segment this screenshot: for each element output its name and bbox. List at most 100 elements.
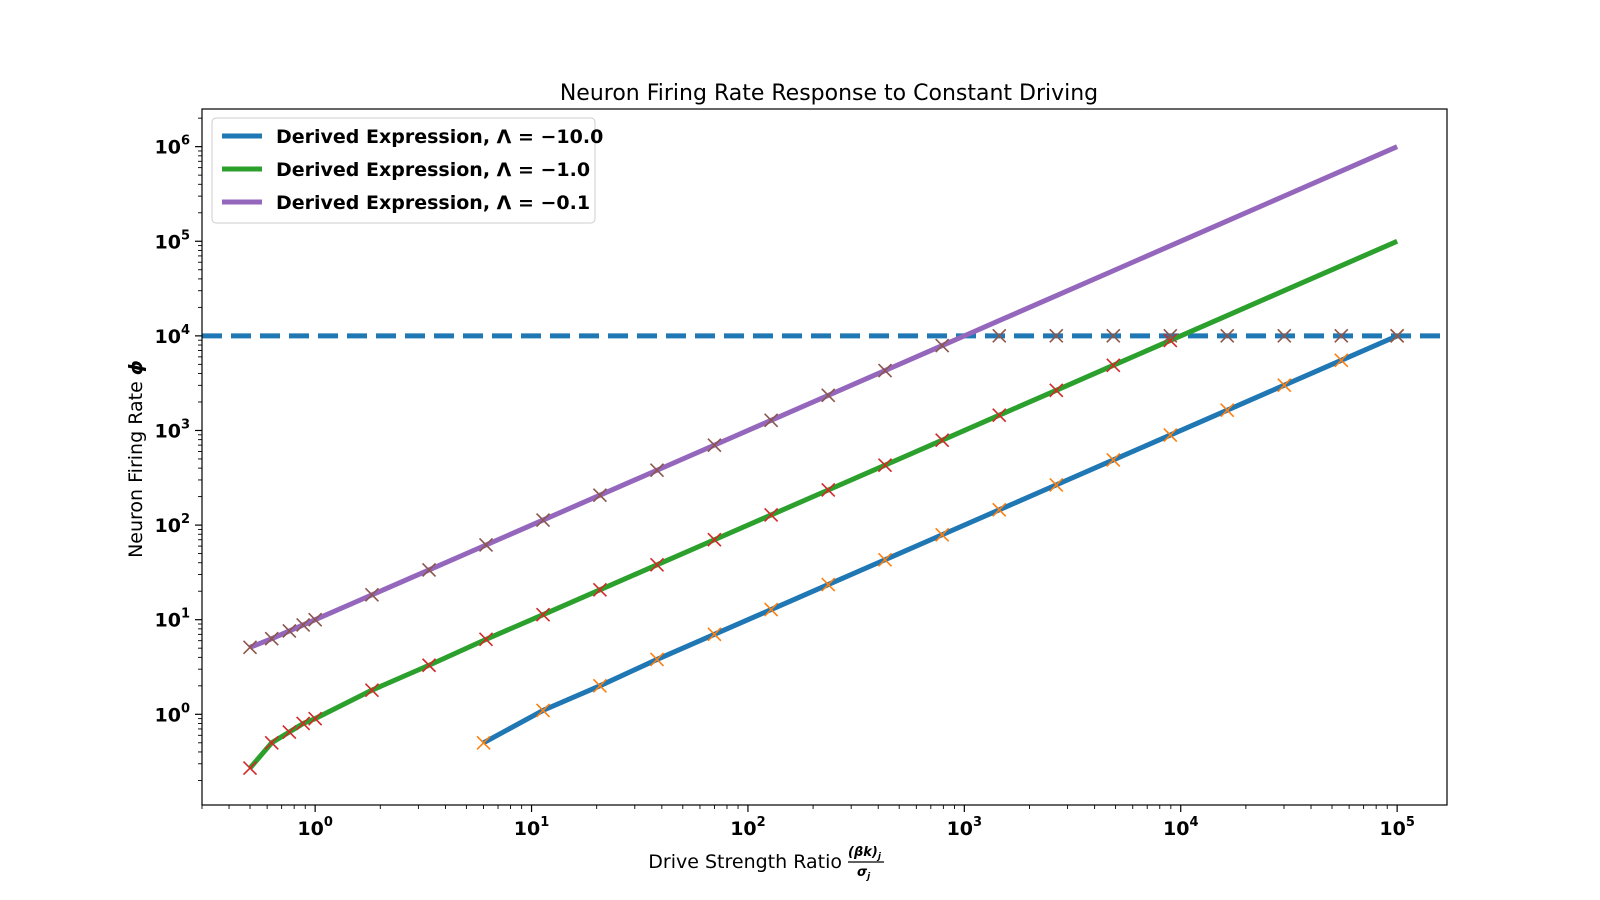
marker-s2-9 [535, 607, 551, 622]
marker-s2-17 [992, 408, 1007, 423]
tick-base: 10 [730, 818, 756, 840]
marker-s2-19 [1106, 358, 1121, 373]
marker-s1-12 [1106, 452, 1121, 468]
y-tick-label-2: 102 [155, 512, 191, 537]
tick-exponent: 3 [973, 815, 982, 830]
y-tick-label-6: 106 [155, 134, 191, 159]
tick-base: 10 [1163, 818, 1189, 840]
marker-s2-8 [478, 632, 494, 647]
series-line-1 [482, 333, 1399, 745]
tick-base: 10 [155, 420, 181, 442]
marker-s3-4 [296, 617, 311, 633]
marker-s3-11 [649, 463, 665, 478]
marker-s2-3 [282, 724, 297, 740]
tick-exponent: 0 [181, 701, 190, 716]
x-axis-label-text: Drive Strength Ratio [648, 851, 842, 873]
marker-s2-2 [264, 735, 279, 750]
marker-s2-11 [649, 557, 665, 572]
marker-s3-1 [242, 640, 258, 655]
x-tick-label-3: 103 [947, 815, 983, 840]
tick-base: 10 [297, 818, 323, 840]
plot-content [202, 144, 1447, 776]
marker-s3-7 [421, 562, 437, 577]
legend-label-1: Derived Expression, Λ = −10.0 [276, 126, 603, 148]
y-tick-label-3: 103 [155, 417, 191, 442]
x-axis-label-numerator: (βk)j [848, 845, 882, 862]
legend-label-3: Derived Expression, Λ = −0.1 [276, 192, 590, 214]
x-label-num-text: (βk) [848, 845, 878, 860]
tick-exponent: 3 [181, 417, 190, 432]
marker-s3-18 [1049, 328, 1064, 343]
marker-s2-16 [935, 433, 950, 448]
marker-s1-13 [1163, 427, 1178, 443]
tick-base: 10 [514, 818, 540, 840]
y-axis-label: Neuron Firing Rate ϕ [125, 360, 147, 558]
marker-s2-12 [707, 532, 722, 547]
x-axis-label: Drive Strength Ratio (βk)j σj [648, 845, 884, 882]
y-axis-label-words: Neuron Firing Rate [125, 381, 147, 558]
legend: Derived Expression, Λ = −10.0 Derived Exp… [211, 117, 603, 224]
marker-s2-10 [592, 582, 607, 597]
marker-s1-6 [764, 602, 779, 617]
marker-s2-14 [821, 482, 836, 498]
tick-exponent: 5 [1406, 815, 1415, 830]
y-tick-label-4: 104 [155, 323, 191, 348]
marker-s1-14 [1220, 403, 1235, 418]
marker-s1-4 [649, 652, 665, 667]
marker-s3-10 [592, 488, 607, 503]
marker-s3-15 [877, 363, 893, 378]
marker-s3-23 [1334, 328, 1349, 343]
marker-s3-13 [764, 413, 779, 428]
marker-s2-15 [877, 458, 893, 473]
tick-exponent: 2 [757, 815, 766, 830]
marker-s2-1 [242, 761, 258, 776]
y-tick-label-5: 105 [155, 228, 191, 253]
marker-s3-12 [707, 438, 722, 453]
x-label-den-text: σ [857, 865, 868, 880]
tick-base: 10 [155, 515, 181, 537]
marker-s3-17 [992, 328, 1007, 343]
marker-s3-16 [935, 338, 950, 353]
marker-s1-11 [1049, 477, 1064, 492]
tick-base: 10 [155, 326, 181, 348]
legend-frame [211, 117, 596, 224]
tick-exponent: 4 [1189, 815, 1198, 830]
marker-s3-2 [264, 631, 279, 646]
marker-s3-21 [1220, 328, 1235, 343]
marker-s3-20 [1163, 328, 1178, 343]
x-axis: 100 101 102 103 104 105 [201, 805, 1415, 840]
tick-exponent: 0 [324, 815, 333, 830]
x-label-num-sub: j [876, 852, 882, 862]
tick-base: 10 [155, 231, 181, 253]
x-label-den-sub: j [865, 872, 871, 882]
tick-exponent: 6 [181, 134, 190, 149]
series-line-2 [248, 238, 1399, 770]
marker-s1-7 [821, 577, 836, 592]
marker-s2-18 [1049, 383, 1064, 398]
y-tick-label-0: 100 [155, 701, 191, 726]
tick-exponent: 5 [181, 228, 190, 243]
marker-s1-9 [935, 527, 950, 542]
tick-exponent: 1 [181, 607, 190, 622]
marker-s1-15 [1277, 378, 1292, 393]
marker-s1-16 [1334, 353, 1349, 368]
marker-s3-19 [1106, 328, 1121, 343]
x-tick-label-2: 102 [730, 815, 766, 840]
chart-title: Neuron Firing Rate Response to Constant … [560, 81, 1098, 106]
marker-s3-5 [308, 612, 323, 627]
marker-s2-4 [296, 716, 311, 731]
marker-s1-2 [535, 703, 551, 718]
series-markers-3 [242, 328, 1405, 655]
marker-s1-1 [476, 735, 491, 750]
marker-s1-10 [992, 502, 1007, 517]
tick-exponent: 2 [181, 512, 190, 527]
marker-s2-13 [764, 507, 779, 523]
marker-s1-8 [877, 552, 893, 567]
marker-s3-8 [478, 537, 494, 553]
marker-s2-5 [308, 711, 323, 726]
series-markers-2 [242, 333, 1178, 776]
x-tick-label-5: 105 [1379, 815, 1415, 840]
marker-s3-3 [282, 623, 297, 639]
